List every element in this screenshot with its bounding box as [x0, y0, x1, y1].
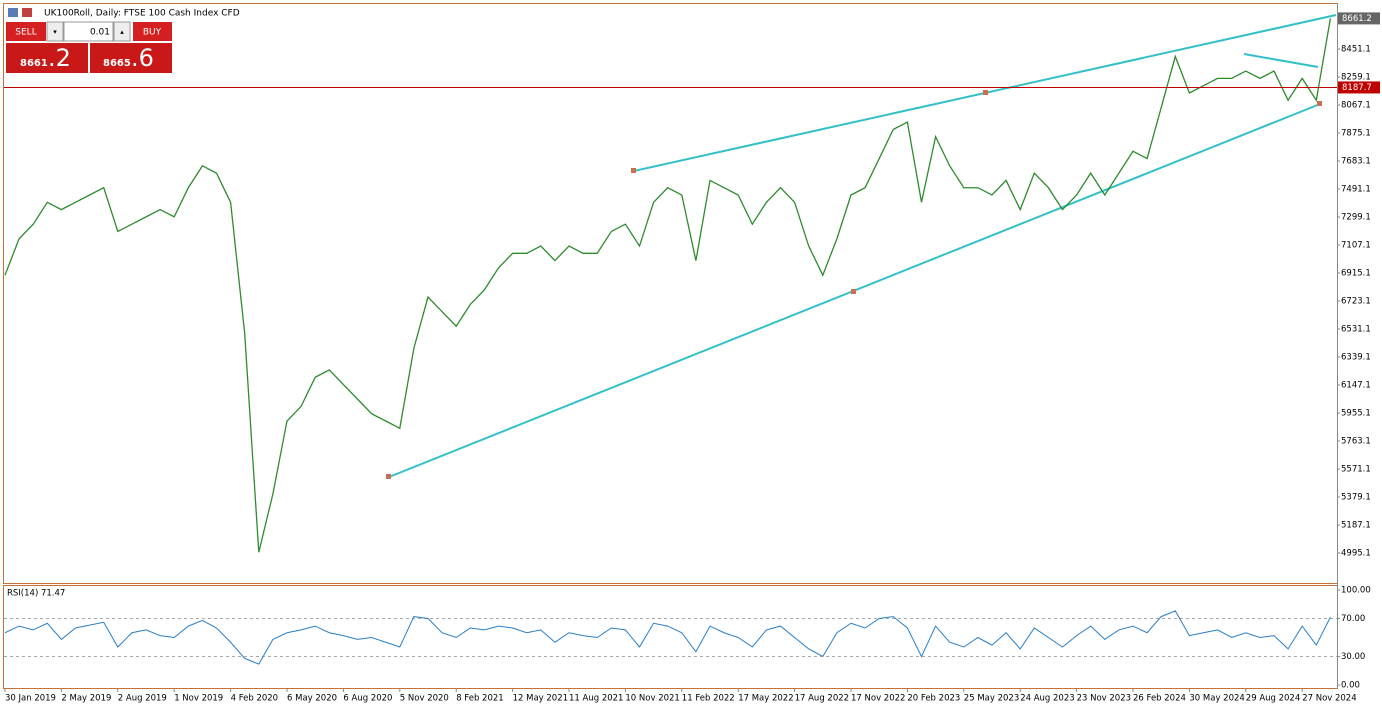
x-tick-label: 17 Aug 2022: [795, 694, 849, 704]
y-tick-label: 5379.1: [1341, 492, 1371, 502]
x-tick-label: 1 Nov 2019: [174, 694, 223, 704]
x-tick-label: 27 Nov 2024: [1302, 694, 1356, 704]
rsi-title: RSI(14) 71.47: [7, 589, 65, 599]
y-tick-label: 6147.1: [1341, 380, 1371, 390]
buy-button[interactable]: [133, 22, 172, 41]
last-price-box: [1338, 12, 1380, 25]
rsi-line: [4, 610, 1331, 665]
arrow: ▴: [120, 28, 124, 36]
x-tick-label: 11 Aug 2021: [569, 694, 623, 704]
x-tick-label: 26 Feb 2024: [1133, 694, 1186, 704]
x-tick-label: 11 Feb 2022: [682, 694, 735, 704]
x-tick-label: 20 Feb 2023: [907, 694, 960, 704]
volume-up[interactable]: [113, 21, 131, 42]
x-tick-label: 23 Nov 2023: [1077, 694, 1131, 704]
sell-label: SELL: [15, 28, 36, 38]
x-tick-label: 10 Nov 2021: [625, 694, 679, 704]
trendline: [1243, 53, 1319, 68]
y-tick-label: 8451.1: [1341, 45, 1371, 55]
buy-price-fraction: .6: [131, 44, 154, 72]
price-line-label: 8187.7: [1342, 83, 1372, 93]
price-label-box: [1338, 81, 1380, 94]
buy-price: 8665: [103, 58, 131, 69]
y-tick-label: 7683.1: [1341, 157, 1371, 167]
anchor: [851, 289, 856, 294]
trade-panel: SELL ▾ 0.01 ▴ BUY 8661 .2 8665 .6: [6, 21, 172, 73]
y-tick-label: 8067.1: [1341, 101, 1371, 111]
x-tick-label: 25 May 2023: [964, 694, 1019, 704]
volume-input[interactable]: [63, 21, 114, 42]
axis: 8451.1 8259.1 8067.1 7875.1 7683.1 7491.1 7299…: [1337, 45, 1371, 558]
sell-button[interactable]: [6, 22, 46, 41]
y-tick-label: 6531.1: [1341, 324, 1371, 334]
volume-down[interactable]: [46, 21, 64, 42]
anchor: [1317, 101, 1322, 106]
anchor: [631, 168, 636, 173]
x-tick-label: 30 May 2024: [1189, 694, 1244, 704]
price-line: [4, 18, 1332, 553]
icon: [8, 8, 18, 17]
sell-price-box[interactable]: [6, 43, 88, 73]
y-tick-label: 7875.1: [1341, 129, 1371, 139]
buy-price-box[interactable]: [90, 43, 172, 73]
y-tick-label: 0.00: [1341, 681, 1360, 691]
y-tick-label: 6915.1: [1341, 268, 1371, 278]
chart-title: UK100Roll, Daily: FTSE 100 Cash Index CF…: [44, 9, 240, 19]
sell-price-fraction: .2: [48, 44, 71, 72]
y-tick-label: 7107.1: [1341, 241, 1371, 251]
x-tick-label: 8 Feb 2021: [456, 694, 504, 704]
y-tick-label: 4995.1: [1341, 548, 1371, 558]
y-tick-label: 7491.1: [1341, 185, 1371, 195]
x-tick-label: 17 May 2022: [738, 694, 793, 704]
x-tick-label: 29 Aug 2024: [1246, 694, 1300, 704]
last-price-label: 8661.2: [1342, 14, 1372, 24]
x-tick-label: 5 Nov 2020: [400, 694, 449, 704]
anchor-points: [386, 90, 1322, 479]
anchor: [983, 90, 988, 95]
y-tick-label: 6339.1: [1341, 352, 1371, 362]
x-tick-label: 24 Aug 2023: [1020, 694, 1074, 704]
y-tick-label: 5571.1: [1341, 464, 1371, 474]
x-tick-label: 12 May 2021: [513, 694, 568, 704]
y-tick-label: 6723.1: [1341, 296, 1371, 306]
x-tick-label: 6 May 2020: [287, 694, 337, 704]
arrow: ▾: [53, 28, 57, 36]
y-tick-label: 5187.1: [1341, 520, 1371, 530]
x-tick-label: 17 Nov 2022: [851, 694, 905, 704]
x-tick-label: 4 Feb 2020: [231, 694, 279, 704]
y-tick-label: 8259.1: [1341, 73, 1371, 83]
buy-label: BUY: [143, 28, 162, 38]
x-tick-label: 6 Aug 2020: [343, 694, 392, 704]
icon: [22, 8, 32, 17]
y-tick-label: 5763.1: [1341, 436, 1371, 446]
x-tick-label: 2 May 2019: [61, 694, 111, 704]
y-tick-label: 70.00: [1341, 614, 1365, 624]
y-tick-label: 7299.1: [1341, 213, 1371, 223]
y-tick-label: 100.00: [1341, 586, 1371, 596]
axis: 100.00 70.00 30.00 0.00: [1337, 586, 1371, 691]
y-tick-label: 30.00: [1341, 652, 1365, 662]
anchor: [386, 474, 391, 479]
x-tick-label: 30 Jan 2019: [5, 694, 56, 704]
x-tick-label: 2 Aug 2019: [118, 694, 167, 704]
sell-price: 8661: [20, 58, 48, 69]
y-tick-label: 5955.1: [1341, 408, 1371, 418]
volume: 0.01: [90, 28, 110, 38]
